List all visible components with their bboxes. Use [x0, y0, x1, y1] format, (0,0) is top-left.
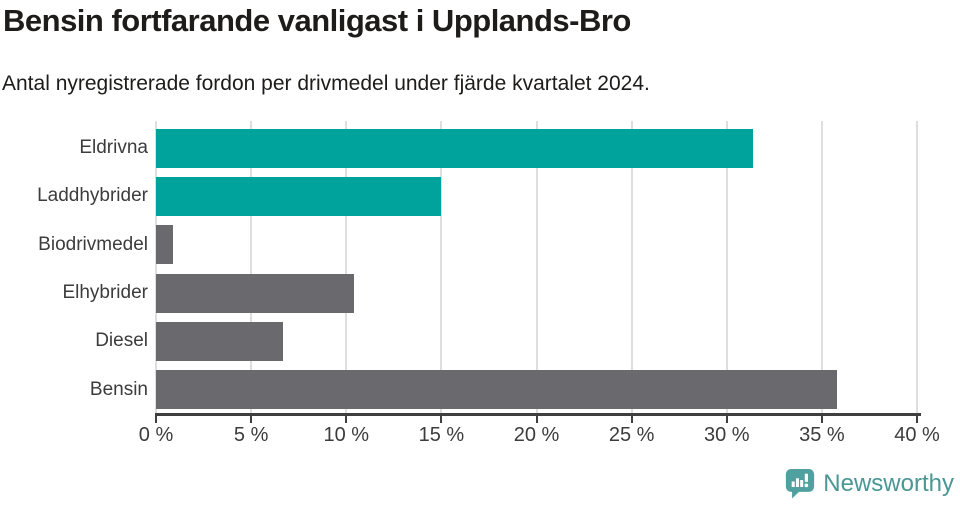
x-gridline — [345, 121, 348, 413]
newsworthy-wordmark: Newsworthy — [823, 469, 954, 497]
x-tick-label: 10 % — [323, 424, 370, 446]
brand-footer: Newsworthy — [785, 468, 954, 499]
x-tick-mark — [820, 416, 823, 423]
x-gridline — [250, 121, 253, 413]
bar-bensin — [156, 370, 838, 410]
chart-title: Bensin fortfarande vanligast i Upplands-… — [3, 3, 631, 38]
category-label-biodrivmedel: Biodrivmedel — [38, 233, 148, 255]
bar-biodrivmedel — [156, 225, 174, 265]
x-tick-label: 15 % — [418, 424, 465, 446]
x-gridline — [535, 121, 538, 413]
x-tick-mark — [630, 416, 633, 423]
bar-diesel — [156, 321, 284, 361]
category-label-elhybrider: Elhybrider — [62, 282, 148, 304]
x-tick-mark — [725, 416, 728, 423]
x-tick-label: 20 % — [513, 424, 560, 446]
category-label-eldrivna: Eldrivna — [79, 137, 148, 159]
bar-eldrivna — [156, 128, 754, 168]
bar-elhybrider — [156, 273, 354, 313]
x-tick-mark — [345, 416, 348, 423]
x-gridline — [155, 121, 157, 413]
x-gridline — [820, 121, 823, 413]
category-label-bensin: Bensin — [89, 378, 148, 400]
x-tick-label: 30 % — [703, 424, 750, 446]
x-tick-mark — [916, 416, 918, 423]
x-tick-label: 5 % — [233, 424, 269, 446]
x-gridline — [630, 121, 633, 413]
x-tick-label: 35 % — [799, 424, 845, 446]
category-label-laddhybrider: Laddhybrider — [37, 185, 148, 207]
newsworthy-logo-icon — [786, 468, 815, 499]
bar-laddhybrider — [156, 176, 442, 216]
x-tick-mark — [250, 416, 253, 423]
x-gridline — [916, 121, 918, 413]
x-tick-mark — [440, 416, 443, 423]
x-tick-label: 0 % — [138, 424, 174, 446]
x-axis-line — [155, 413, 921, 416]
x-tick-mark — [535, 416, 538, 423]
x-tick-label: 40 % — [894, 424, 940, 446]
chart-subtitle: Antal nyregistrerade fordon per drivmede… — [2, 72, 650, 95]
x-tick-mark — [155, 416, 157, 423]
category-label-diesel: Diesel — [95, 330, 148, 352]
x-gridline — [440, 121, 443, 413]
x-tick-label: 25 % — [608, 424, 655, 446]
x-gridline — [725, 121, 728, 413]
